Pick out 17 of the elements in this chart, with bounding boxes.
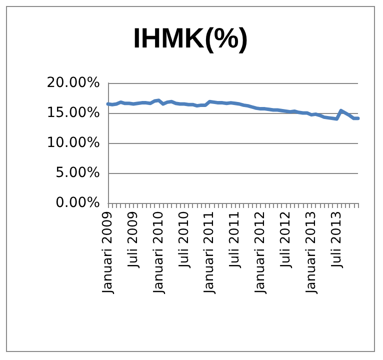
y-tick-label: 15.00%: [46, 105, 100, 121]
y-tick-label: 20.00%: [46, 75, 100, 91]
x-tick-label: Januari 2009: [100, 211, 116, 294]
x-tick-label: Juli 2009: [126, 211, 141, 269]
line-series: [106, 98, 360, 121]
chart-title: IHMK(%): [132, 22, 248, 54]
y-tick-label: 10.00%: [46, 135, 100, 151]
x-tick-label: Januari 2010: [151, 211, 166, 294]
x-tick-label: Januari 2012: [253, 211, 268, 294]
y-tick-label: 5.00%: [56, 165, 100, 181]
x-tick-label: Juli 2013: [329, 211, 344, 269]
x-tick-label: Juli 2011: [228, 211, 243, 269]
x-tick-label: Juli 2010: [176, 211, 192, 269]
x-tick-label: Januari 2011: [202, 211, 218, 294]
x-tick-label: Juli 2012: [278, 211, 294, 269]
y-tick-label: 0.00%: [56, 195, 100, 211]
x-tick-label: Januari 2013: [304, 211, 319, 294]
